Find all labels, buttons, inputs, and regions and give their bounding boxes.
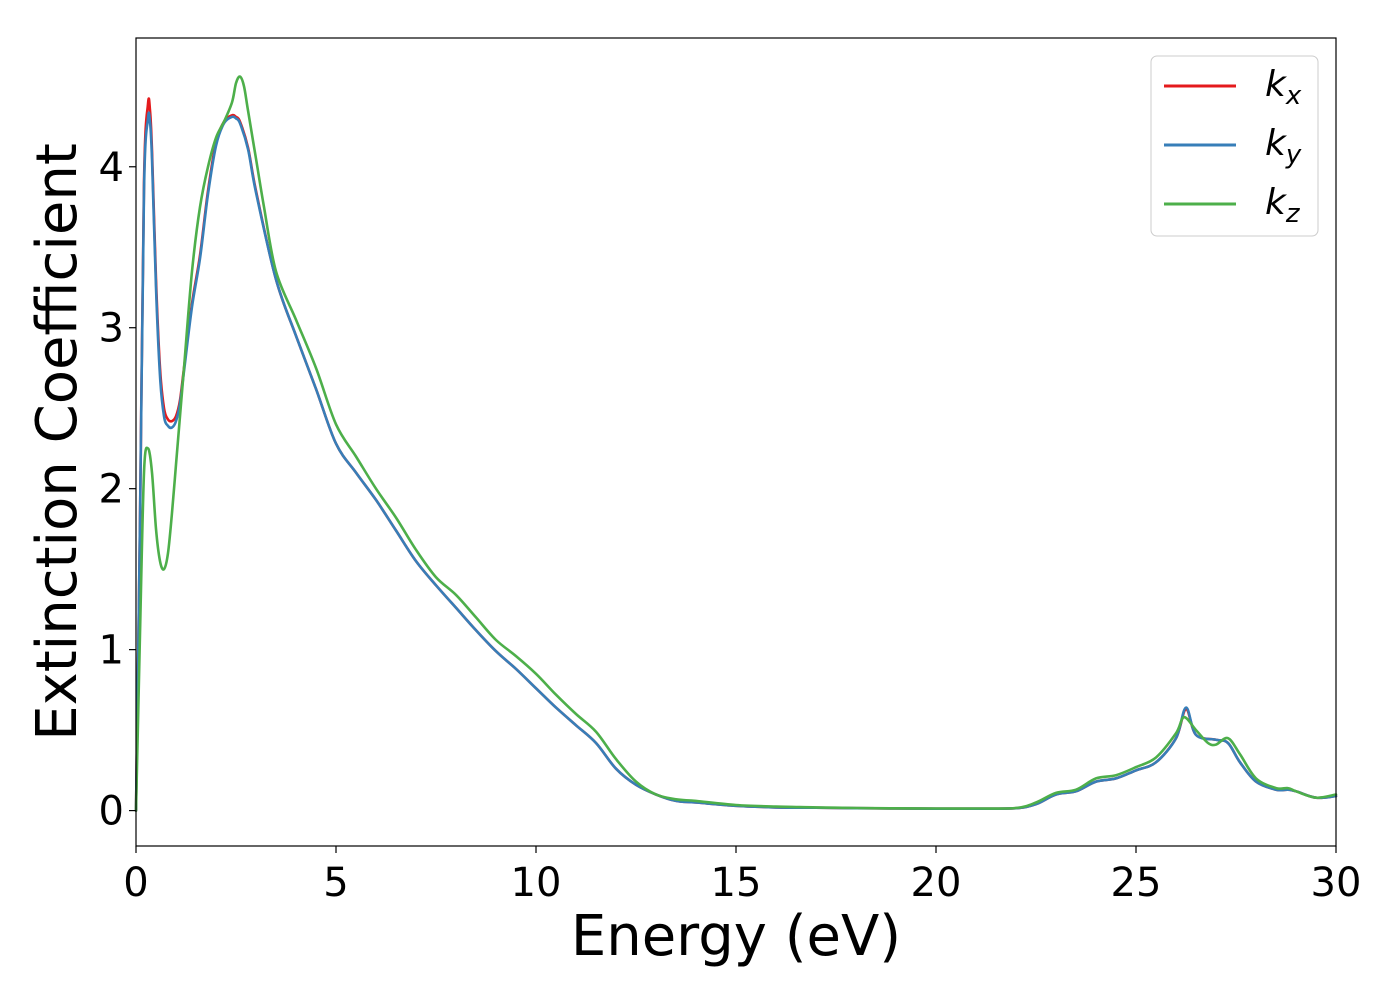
x-tick-label: 30 xyxy=(1311,860,1362,906)
y-axis-ticks: 0 1 2 3 4 xyxy=(99,145,136,835)
x-tick-label: 25 xyxy=(1111,860,1162,906)
x-tick-label: 0 xyxy=(123,860,148,906)
x-axis-ticks: 0 5 10 15 20 25 30 xyxy=(123,846,1361,906)
x-tick-label: 10 xyxy=(511,860,562,906)
x-tick-label: 20 xyxy=(911,860,962,906)
y-tick-label: 0 xyxy=(99,789,124,835)
x-tick-label: 15 xyxy=(711,860,762,906)
y-axis-label: Extinction Coefficient xyxy=(25,143,90,741)
y-tick-label: 1 xyxy=(99,628,124,674)
y-tick-label: 4 xyxy=(99,145,124,191)
y-tick-label: 3 xyxy=(99,306,124,352)
series-line-k-y xyxy=(134,111,1338,812)
x-axis-label: Energy (eV) xyxy=(571,904,901,969)
x-tick-label: 5 xyxy=(323,860,348,906)
legend-label-k-y: ky xyxy=(1265,123,1302,170)
y-tick-label: 2 xyxy=(99,467,124,513)
legend-label-k-x: kx xyxy=(1265,64,1302,111)
series-line-k-z xyxy=(134,75,1338,812)
series-layer xyxy=(134,75,1338,812)
